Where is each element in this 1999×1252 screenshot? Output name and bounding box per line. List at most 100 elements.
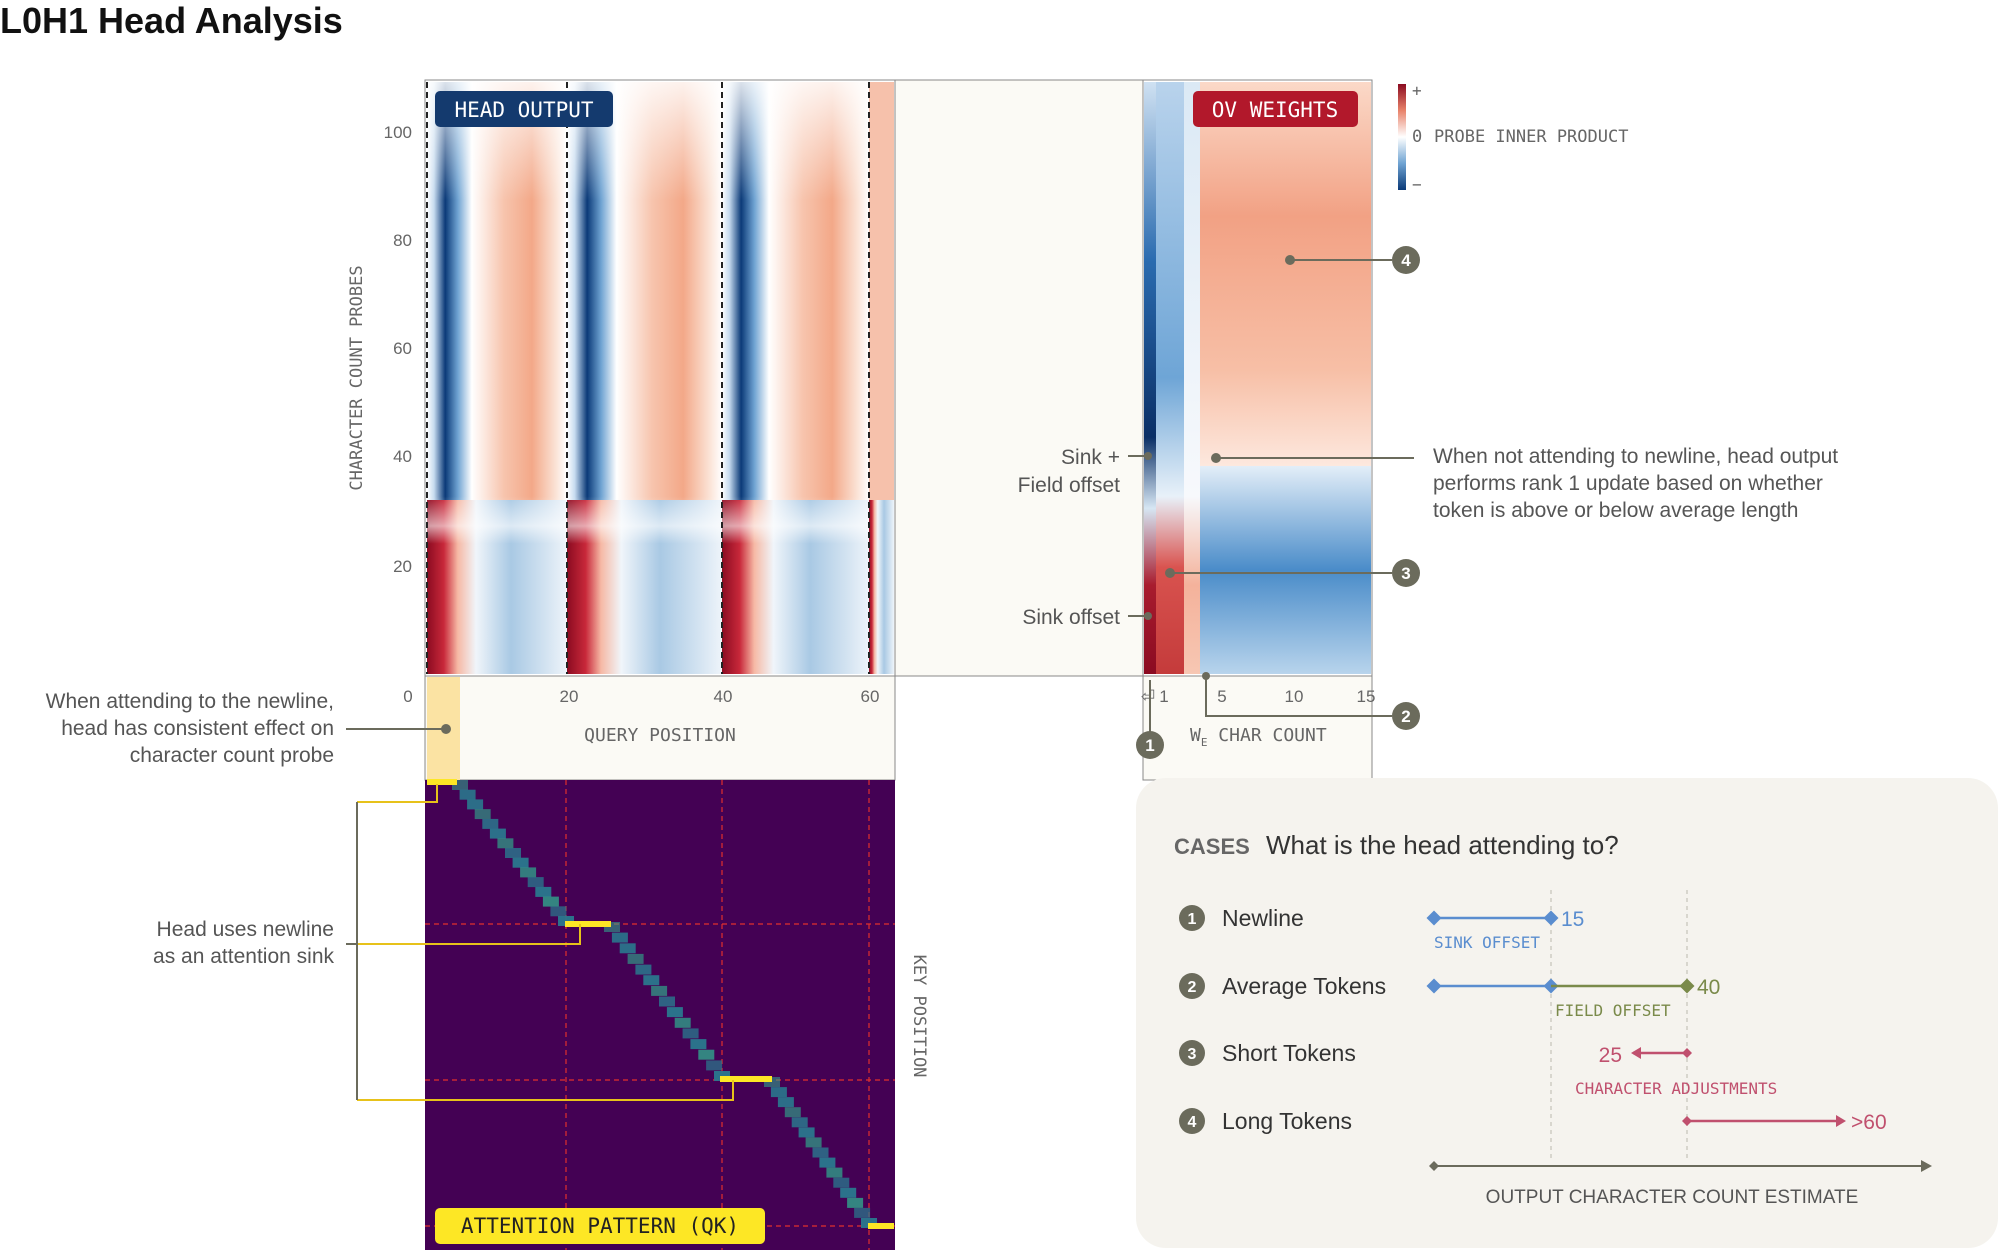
sink-annotation: Head uses newline as an attention sink: [153, 918, 334, 968]
attention-cell: [542, 896, 559, 907]
annotation-point: [1165, 568, 1175, 578]
svg-text:as an attention sink: as an attention sink: [153, 945, 334, 968]
attention-cell: [812, 1147, 829, 1158]
ov-weights-badge: [1193, 91, 1358, 127]
x-tick-label: 40: [714, 687, 733, 706]
adjust-label: CHARACTER ADJUSTMENTS: [1575, 1079, 1777, 1098]
x-tick-label: 0: [403, 687, 412, 706]
query-axis-band: [424, 675, 896, 781]
svg-text:4: 4: [1401, 251, 1411, 270]
attention-cell: [682, 1028, 699, 1039]
case-item-short: 3 Short Tokens: [1179, 1040, 1356, 1066]
case-label: Short Tokens: [1222, 1040, 1356, 1066]
head-output-badge: [435, 91, 613, 127]
long-end-value: >60: [1851, 1111, 1887, 1134]
head-output-segment: [427, 82, 567, 674]
ov-axis-band: [1142, 675, 1373, 781]
attention-cell: [635, 964, 652, 975]
ov-x-tick-label: 1: [1159, 687, 1168, 706]
short-bar-end: [1682, 1048, 1692, 1058]
svg-text:1: 1: [1145, 736, 1154, 755]
ov-x-tick-label: 15: [1357, 687, 1376, 706]
head-output-segment: [869, 82, 894, 674]
attention-cell: [698, 1049, 715, 1060]
ov-weights-panel: OV WEIGHTS: [1142, 79, 1373, 677]
label-sink-field: Sink +: [1061, 446, 1120, 469]
svg-text:performs rank 1 update based o: performs rank 1 update based on whether: [1433, 472, 1823, 495]
ov-x-tick-label: 5: [1217, 687, 1226, 706]
output-axis-arrow: [1921, 1160, 1932, 1172]
attention-cell: [805, 1137, 822, 1148]
attention-cell: [550, 906, 567, 917]
ov-weights-badge-label: OV WEIGHTS: [1212, 98, 1338, 122]
short-end-value: 25: [1599, 1044, 1622, 1067]
y-axis-label: CHARACTER COUNT PROBES: [347, 265, 367, 490]
attention-cell: [798, 1127, 815, 1138]
attention-pattern-panel: ATTENTION PATTERN (QK): [425, 779, 895, 1250]
attention-cell: [840, 1187, 857, 1198]
cases-panel: CASES What is the head attending to? 1 N…: [1136, 778, 1998, 1248]
annotation-point: [1144, 612, 1152, 620]
attention-cell: [535, 886, 552, 897]
attention-cell: [527, 877, 544, 888]
y-tick-label: 40: [393, 447, 412, 466]
attention-cell: [666, 1007, 683, 1018]
attention-cell: [467, 799, 484, 810]
page-title: L0H1 Head Analysis: [0, 0, 343, 41]
attention-cell: [604, 922, 620, 932]
label-sink-offset: Sink offset: [1022, 606, 1120, 629]
svg-text:3: 3: [1188, 1046, 1197, 1063]
sink-bracket: [357, 784, 734, 1101]
sink-highlight: [868, 1223, 894, 1229]
attention-cell: [847, 1197, 864, 1208]
attention-cell: [819, 1157, 836, 1168]
field-offset-label: FIELD OFFSET: [1555, 1001, 1671, 1020]
ov-x-tick-label: ⏎: [1141, 687, 1155, 706]
case-label: Long Tokens: [1222, 1108, 1352, 1134]
svg-text:2: 2: [1401, 707, 1410, 726]
y-tick-label: 80: [393, 231, 412, 250]
output-axis-label: OUTPUT CHARACTER COUNT ESTIMATE: [1486, 1187, 1859, 1208]
attention-cell: [833, 1177, 850, 1188]
attention-cell: [791, 1117, 808, 1128]
attention-cell: [452, 780, 468, 790]
case-label: Newline: [1222, 905, 1304, 931]
svg-text:2: 2: [1188, 979, 1197, 996]
sink-offset-label: SINK OFFSET: [1434, 933, 1540, 952]
attention-cell: [512, 857, 529, 868]
output-axis-start: [1429, 1161, 1439, 1171]
annotation-point: [1285, 255, 1295, 265]
case-item-average: 2 Average Tokens: [1179, 973, 1386, 999]
marker-2: 2: [1392, 702, 1420, 730]
attention-cell: [690, 1039, 707, 1050]
attention-cell: [611, 932, 628, 943]
svg-text:1: 1: [1188, 911, 1197, 928]
field-end-value: 40: [1697, 976, 1720, 999]
attention-cell: [520, 867, 537, 878]
marker-1: 1: [1136, 731, 1164, 759]
ov-annotations: [1128, 259, 1414, 735]
cases-panel-bg: [1136, 778, 1998, 1248]
annotation-point: [1211, 453, 1221, 463]
annotation-point: [1144, 452, 1152, 460]
colorbar: + 0 PROBE INNER PRODUCT −: [1398, 81, 1628, 194]
attention-cell: [482, 818, 499, 829]
case-item-newline: 1 Newline: [1179, 905, 1304, 931]
y-tick-label: 20: [393, 557, 412, 576]
colorbar-gradient: [1398, 84, 1406, 190]
ov-x-tick-label: 10: [1285, 687, 1304, 706]
colorbar-label: PROBE INNER PRODUCT: [1434, 127, 1628, 147]
head-output-segment: [567, 82, 722, 674]
head-output-panel: HEAD OUTPUT 100 80 60 40 20 CHARACTER CO…: [347, 79, 896, 677]
head-output-badge-label: HEAD OUTPUT: [454, 98, 593, 122]
attention-cell: [784, 1107, 801, 1118]
ov-long-region: [1200, 82, 1371, 466]
svg-text:When not attending to newline,: When not attending to newline, head outp…: [1433, 445, 1838, 468]
attention-cell: [489, 828, 506, 839]
y-tick-label: 100: [384, 123, 412, 142]
gap-panel: [894, 79, 1144, 677]
attention-cell: [826, 1167, 843, 1178]
sink-bracket-grey: [346, 802, 358, 1100]
attention-cell: [854, 1207, 871, 1218]
